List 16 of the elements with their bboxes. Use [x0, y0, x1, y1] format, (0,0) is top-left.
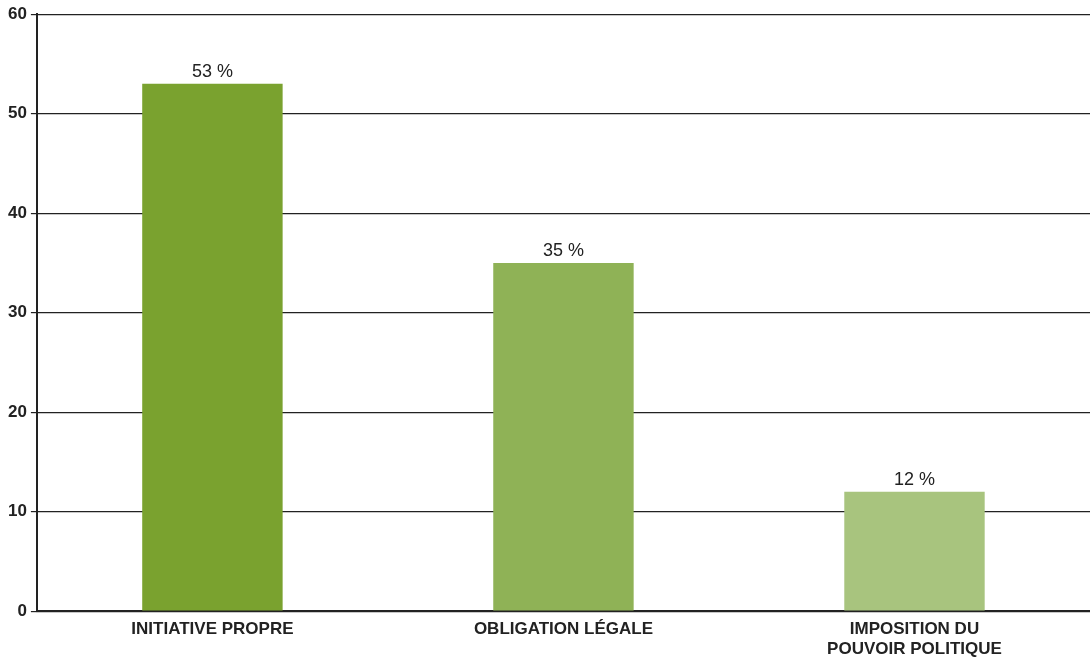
- y-tick-label: 60: [7, 3, 27, 23]
- x-tick-label: OBLIGATION LÉGALE: [473, 619, 654, 639]
- bar: [493, 262, 634, 611]
- y-tick-label: 30: [7, 302, 27, 322]
- y-tick-label: 50: [7, 103, 27, 123]
- y-tick-label: 40: [7, 202, 27, 222]
- bar: [142, 83, 283, 611]
- x-tick-label: IMPOSITION DU POUVOIR POLITIQUE: [827, 619, 1002, 659]
- x-tick-label: INITIATIVE PROPRE: [131, 619, 294, 639]
- bar: [844, 491, 985, 611]
- data-label: 53 %: [191, 60, 233, 81]
- data-label: 35 %: [542, 239, 584, 260]
- data-label: 12 %: [893, 468, 935, 489]
- y-tick-label: 0: [17, 600, 27, 620]
- y-tick-label: 20: [7, 401, 27, 421]
- y-tick-label: 10: [7, 501, 27, 521]
